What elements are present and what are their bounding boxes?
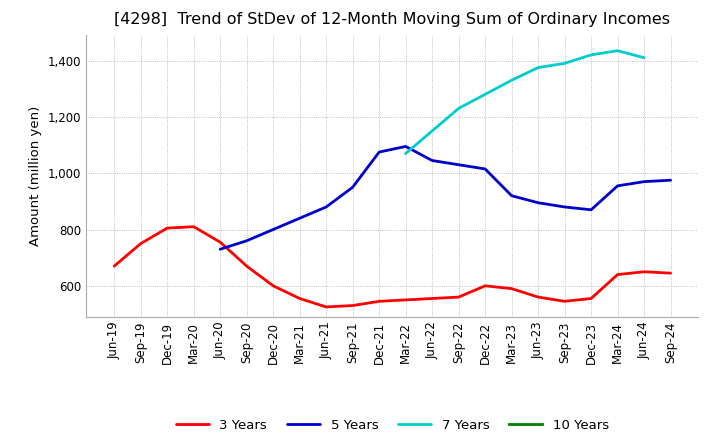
5 Years (243, 238, 251, 243)
7 Years (401, 151, 410, 156)
5 Years (508, 193, 516, 198)
7 Years (560, 61, 569, 66)
3 Years (560, 299, 569, 304)
3 Years (534, 294, 542, 300)
7 Years (534, 65, 542, 70)
Y-axis label: Amount (million yen): Amount (million yen) (30, 106, 42, 246)
3 Years (216, 239, 225, 245)
7 Years (640, 55, 649, 60)
3 Years (481, 283, 490, 289)
3 Years (613, 272, 622, 277)
5 Years (613, 183, 622, 188)
Legend: 3 Years, 5 Years, 7 Years, 10 Years: 3 Years, 5 Years, 7 Years, 10 Years (171, 414, 614, 437)
5 Years (640, 179, 649, 184)
7 Years (454, 106, 463, 111)
5 Years (375, 150, 384, 155)
5 Years (216, 246, 225, 252)
3 Years (189, 224, 198, 229)
3 Years (163, 225, 171, 231)
7 Years (481, 92, 490, 97)
5 Years (587, 207, 595, 213)
3 Years (243, 264, 251, 269)
5 Years (481, 166, 490, 172)
Line: 7 Years: 7 Years (405, 51, 644, 154)
3 Years (401, 297, 410, 303)
3 Years (375, 299, 384, 304)
3 Years (508, 286, 516, 291)
5 Years (348, 185, 357, 190)
5 Years (560, 204, 569, 209)
5 Years (454, 162, 463, 167)
3 Years (110, 264, 119, 269)
3 Years (322, 304, 330, 310)
5 Years (428, 158, 436, 163)
3 Years (295, 296, 304, 301)
7 Years (508, 77, 516, 83)
3 Years (640, 269, 649, 275)
7 Years (587, 52, 595, 58)
5 Years (401, 144, 410, 149)
7 Years (428, 128, 436, 134)
3 Years (428, 296, 436, 301)
Title: [4298]  Trend of StDev of 12-Month Moving Sum of Ordinary Incomes: [4298] Trend of StDev of 12-Month Moving… (114, 12, 670, 27)
5 Years (666, 178, 675, 183)
5 Years (295, 216, 304, 221)
5 Years (269, 227, 277, 232)
Line: 3 Years: 3 Years (114, 227, 670, 307)
5 Years (534, 200, 542, 205)
3 Years (269, 283, 277, 289)
3 Years (587, 296, 595, 301)
3 Years (348, 303, 357, 308)
5 Years (322, 204, 330, 209)
3 Years (454, 294, 463, 300)
3 Years (136, 241, 145, 246)
3 Years (666, 271, 675, 276)
7 Years (613, 48, 622, 53)
Line: 5 Years: 5 Years (220, 147, 670, 249)
